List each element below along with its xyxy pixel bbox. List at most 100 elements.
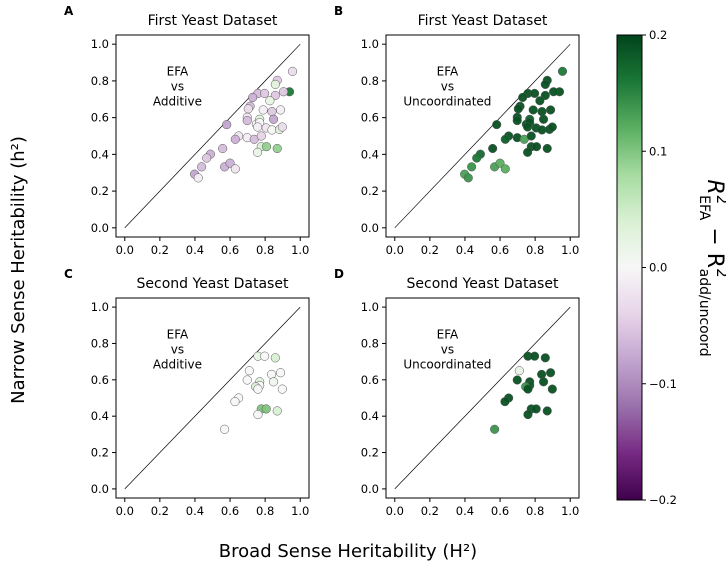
x-tick-label: 0.0 [116, 243, 134, 257]
data-point [225, 158, 235, 168]
data-point [277, 122, 287, 132]
y-tick-label: 0.6 [361, 373, 379, 387]
y-tick-label: 1.0 [361, 300, 379, 314]
data-point [270, 353, 280, 363]
data-point [265, 96, 275, 106]
data-point [495, 158, 505, 168]
x-tick-label: 0.2 [421, 243, 439, 257]
x-axis-label: Broad Sense Heritability (H²) [219, 541, 477, 562]
data-point [512, 116, 522, 126]
data-point [279, 87, 289, 97]
y-tick-label: 0.6 [91, 373, 109, 387]
data-point [269, 377, 279, 387]
data-point [547, 384, 557, 394]
colorbar-label-part: EFA [696, 195, 712, 221]
data-point [230, 164, 240, 174]
data-point [269, 114, 279, 124]
y-tick-label: 0.0 [361, 221, 379, 235]
data-point [540, 79, 550, 89]
x-tick-label: 0.8 [256, 504, 274, 518]
data-point [267, 125, 277, 135]
data-point [242, 116, 252, 126]
identity-line [394, 306, 571, 490]
data-point [526, 131, 536, 141]
x-tick-label: 0.8 [526, 243, 544, 257]
data-point [272, 143, 282, 154]
colorbar-tick-label: 0.2 [649, 28, 667, 42]
colorbar-tick-label: 0.1 [649, 144, 667, 158]
panel-annotation: Uncoordinated [403, 357, 491, 371]
axes-frame [115, 34, 310, 238]
data-point [272, 406, 282, 416]
panel-annotation: Additive [153, 357, 202, 371]
colorbar-label-part: add/uncoord [696, 269, 712, 357]
x-tick-label: 1.0 [291, 243, 309, 257]
data-point [537, 369, 547, 379]
panel-title: Second Yeast Dataset [407, 276, 559, 292]
data-point [500, 164, 510, 174]
y-tick-label: 0.4 [91, 147, 109, 161]
data-point [258, 105, 268, 115]
colorbar [616, 34, 643, 501]
data-point [202, 153, 212, 163]
panel-annotation: Additive [153, 95, 202, 109]
y-tick-label: 0.0 [361, 482, 379, 496]
x-tick-label: 0.2 [151, 243, 169, 257]
y-tick-label: 0.4 [91, 409, 109, 423]
data-point [523, 122, 533, 132]
colorbar-label: R2EFA − R2add/uncoord [696, 179, 726, 356]
y-tick-label: 0.6 [361, 111, 379, 125]
y-tick-label: 0.8 [361, 74, 379, 88]
x-tick-label: 0.6 [491, 243, 509, 257]
data-point [537, 107, 547, 117]
data-point [540, 353, 550, 363]
data-point [467, 162, 477, 172]
data-point [463, 173, 473, 183]
data-point [549, 87, 559, 97]
data-point [472, 153, 482, 163]
data-point [243, 104, 253, 114]
colorbar-label-part: R [702, 179, 726, 194]
x-tick-label: 1.0 [561, 504, 579, 518]
data-point [276, 105, 286, 115]
x-tick-label: 0.8 [256, 243, 274, 257]
panel-title: Second Yeast Dataset [137, 276, 289, 292]
colorbar-tick-label: −0.2 [649, 493, 677, 507]
data-point [557, 66, 568, 76]
data-point [260, 88, 270, 98]
data-point [500, 397, 510, 407]
data-point [547, 122, 557, 132]
axes-frame [115, 297, 310, 499]
x-tick-label: 0.4 [456, 243, 474, 257]
colorbar-label-part: 2 [713, 195, 726, 205]
data-point [512, 375, 522, 385]
panel-annotation: EFA [167, 327, 189, 341]
y-tick-label: 0.2 [361, 446, 379, 460]
y-tick-label: 0.2 [91, 184, 109, 198]
axes-frame [385, 297, 580, 499]
panel-title: First Yeast Dataset [148, 13, 278, 29]
data-point [523, 147, 533, 157]
x-tick-label: 0.4 [186, 504, 204, 518]
axes-frame [385, 34, 580, 238]
data-point [500, 134, 510, 144]
y-tick-label: 0.0 [91, 221, 109, 235]
y-axis-label: Narrow Sense Heritability (h²) [8, 136, 29, 404]
colorbar-label-part: − R [702, 220, 726, 268]
data-point [513, 104, 523, 114]
data-point [270, 90, 280, 100]
x-tick-label: 0.2 [421, 504, 439, 518]
panel-annotation: vs [171, 342, 184, 356]
data-point [230, 134, 240, 144]
data-point [518, 92, 528, 102]
data-point [222, 120, 232, 130]
y-tick-label: 0.8 [361, 336, 379, 350]
y-tick-label: 0.6 [91, 111, 109, 125]
data-point [218, 143, 228, 154]
